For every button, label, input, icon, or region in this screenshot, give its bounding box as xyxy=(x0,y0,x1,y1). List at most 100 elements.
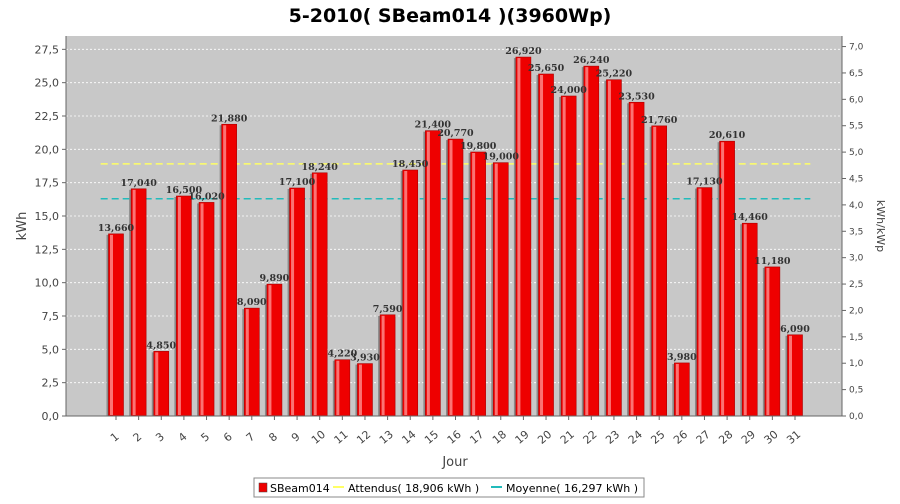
value-label: 21,880 xyxy=(211,113,248,124)
x-tick-label: 9 xyxy=(289,430,303,444)
value-label: 4,220 xyxy=(327,349,357,360)
y-right-tick-label: 6,0 xyxy=(849,95,864,105)
value-label: 8,090 xyxy=(237,297,267,308)
value-label: 17,130 xyxy=(686,177,723,188)
y-right-tick-label: 7,0 xyxy=(849,43,864,53)
bar-highlight xyxy=(245,309,249,415)
value-label: 17,100 xyxy=(279,177,316,188)
legend-label-moyenne: Moyenne( 16,297 kWh ) xyxy=(506,482,638,495)
bar-highlight xyxy=(562,97,566,415)
x-tick-label: 3 xyxy=(153,430,167,444)
x-tick-label: 15 xyxy=(422,428,441,447)
bar-highlight xyxy=(177,197,181,415)
y-right-tick-label: 3,0 xyxy=(849,254,864,264)
x-tick-label: 1 xyxy=(108,430,122,444)
bar-highlight xyxy=(381,315,385,415)
value-label: 26,240 xyxy=(573,55,610,66)
x-tick-label: 16 xyxy=(445,428,464,447)
bar-highlight xyxy=(698,188,702,415)
legend-swatch-sbeam xyxy=(258,482,268,493)
y-tick-label: 17,5 xyxy=(35,177,60,190)
value-label: 4,850 xyxy=(146,340,176,351)
value-label: 16,500 xyxy=(166,185,203,196)
value-label: 25,650 xyxy=(528,63,565,74)
y-right-tick-label: 3,5 xyxy=(849,227,863,237)
y-tick-label: 2,5 xyxy=(42,377,60,390)
y-tick-label: 25,0 xyxy=(35,77,60,90)
y-tick-label: 10,0 xyxy=(35,277,60,290)
bar-highlight xyxy=(653,126,657,415)
y-axis-right-label: kWh/kWp xyxy=(874,200,887,252)
x-tick-label: 2 xyxy=(131,430,145,444)
bar-highlight xyxy=(517,58,521,416)
bar-highlight xyxy=(540,75,544,415)
y-right-tick-label: 4,5 xyxy=(849,175,863,185)
x-tick-label: 11 xyxy=(332,428,351,447)
x-tick-label: 28 xyxy=(716,428,735,447)
legend-box xyxy=(253,477,645,498)
value-label: 20,770 xyxy=(437,128,474,139)
bar-highlight xyxy=(675,363,679,415)
bar-highlight xyxy=(268,285,272,415)
bar-highlight xyxy=(426,131,430,415)
bar-highlight xyxy=(336,360,340,415)
y-tick-label: 5,0 xyxy=(42,343,60,356)
x-tick-label: 4 xyxy=(176,430,190,444)
value-label: 24,000 xyxy=(550,85,587,96)
value-label: 23,530 xyxy=(618,91,655,102)
x-tick-label: 17 xyxy=(467,428,486,447)
x-tick-label: 26 xyxy=(671,428,690,447)
bar-highlight xyxy=(358,364,362,415)
bar-highlight xyxy=(291,189,295,415)
legend: SBeam014 Attendus( 18,906 kWh ) Moyenne(… xyxy=(253,477,645,498)
bar-highlight xyxy=(585,67,589,415)
value-label: 26,920 xyxy=(505,46,542,57)
value-label: 19,800 xyxy=(460,141,497,152)
y-right-tick-label: 0,5 xyxy=(849,386,863,396)
bar-highlight xyxy=(223,125,227,416)
y-right-tick-label: 0,0 xyxy=(849,412,864,422)
y-tick-label: 15,0 xyxy=(35,210,60,223)
bar-highlight xyxy=(743,224,747,415)
value-label: 21,760 xyxy=(641,115,678,126)
x-tick-label: 14 xyxy=(399,428,418,447)
y-tick-label: 12,5 xyxy=(35,243,60,256)
x-tick-label: 13 xyxy=(377,428,396,447)
value-label: 3,980 xyxy=(667,352,697,363)
value-label: 6,090 xyxy=(780,324,810,335)
x-axis-label: Jour xyxy=(441,455,468,470)
bar-highlight xyxy=(132,189,136,415)
value-label: 19,000 xyxy=(483,152,520,163)
bar-highlight xyxy=(449,140,453,416)
legend-label-attendus: Attendus( 18,906 kWh ) xyxy=(348,482,479,495)
x-tick-label: 12 xyxy=(354,428,373,447)
x-tick-label: 25 xyxy=(648,428,667,447)
x-tick-label: 18 xyxy=(490,428,509,447)
bar-highlight xyxy=(494,163,498,415)
y-axis-right: 0,0 0,5 1,0 1,5 2,0 2,5 3,0 3,5 4,0 4,5 5,0 5,5 6,0 6… xyxy=(841,36,864,422)
y-tick-label: 7,5 xyxy=(42,310,60,323)
value-label: 16,020 xyxy=(188,191,225,202)
bar-highlight xyxy=(404,171,408,415)
bar-highlight xyxy=(110,234,113,415)
y-axis-label: kWh xyxy=(15,212,30,241)
y-right-tick-label: 1,5 xyxy=(849,333,863,343)
value-label: 21,400 xyxy=(415,120,452,131)
value-label: 13,660 xyxy=(98,223,135,234)
x-tick-label: 24 xyxy=(626,428,645,447)
value-label: 18,240 xyxy=(302,162,339,173)
y-tick-label: 20,0 xyxy=(35,143,60,156)
bar-highlight xyxy=(789,335,792,415)
bar-highlight xyxy=(607,80,611,415)
value-label: 20,610 xyxy=(709,130,746,141)
y-right-tick-label: 2,5 xyxy=(849,280,863,290)
x-tick-label: 10 xyxy=(309,428,328,447)
x-tick-label: 29 xyxy=(739,428,758,447)
chart-title: 5-2010( SBeam014 )(3960Wp) xyxy=(289,5,612,27)
x-tick-label: 7 xyxy=(244,430,258,444)
y-right-tick-label: 5,0 xyxy=(849,148,864,158)
x-tick-label: 31 xyxy=(784,428,803,447)
